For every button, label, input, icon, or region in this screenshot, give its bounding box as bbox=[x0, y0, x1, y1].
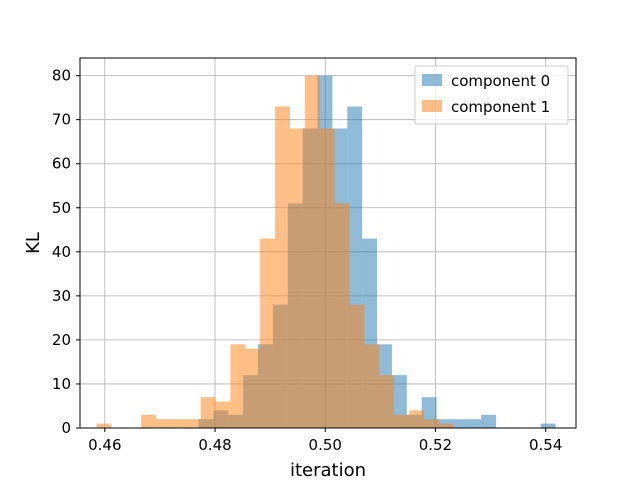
y-axis-label: KL bbox=[23, 232, 44, 254]
legend-swatch bbox=[422, 74, 442, 86]
bar-series-1 bbox=[334, 203, 350, 428]
bar-series-1 bbox=[200, 397, 216, 428]
y-tick-label: 70 bbox=[52, 111, 71, 129]
legend-swatch bbox=[422, 100, 442, 112]
bar-series-1 bbox=[156, 419, 171, 428]
bar-series-0 bbox=[540, 423, 556, 428]
bar-series-1 bbox=[141, 414, 157, 428]
bar-series-1 bbox=[275, 106, 290, 428]
legend-label: component 0 bbox=[451, 72, 550, 90]
x-axis-label: iteration bbox=[290, 460, 366, 480]
y-tick-label: 10 bbox=[52, 375, 71, 393]
y-tick-label: 60 bbox=[52, 155, 71, 173]
bar-series-1 bbox=[215, 401, 231, 428]
x-tick-label: 0.50 bbox=[309, 436, 342, 454]
bar-series-1 bbox=[96, 423, 112, 428]
x-tick-label: 0.52 bbox=[419, 436, 452, 454]
legend-label: component 1 bbox=[451, 98, 550, 116]
bar-series-1 bbox=[260, 238, 276, 428]
bar-series-1 bbox=[245, 348, 261, 428]
legend-box bbox=[414, 65, 569, 125]
bar-series-1 bbox=[409, 410, 424, 428]
x-tick-label: 0.48 bbox=[198, 436, 231, 454]
y-tick-label: 20 bbox=[52, 331, 71, 349]
bar-series-1 bbox=[364, 344, 380, 428]
y-tick-label: 0 bbox=[61, 419, 71, 437]
bar-series-1 bbox=[304, 75, 320, 428]
bar-series-0 bbox=[451, 419, 467, 428]
bar-series-0 bbox=[466, 419, 482, 428]
bar-series-1 bbox=[423, 419, 439, 428]
histogram-bars bbox=[96, 75, 556, 428]
y-tick-label: 80 bbox=[52, 67, 71, 85]
bar-series-1 bbox=[438, 423, 454, 428]
bar-series-1 bbox=[379, 375, 395, 428]
bar-series-0 bbox=[481, 414, 497, 428]
y-tick-label: 30 bbox=[52, 287, 71, 305]
bar-series-1 bbox=[170, 419, 186, 428]
x-ticks: 0.46 0.48 0.50 0.52 0.54 bbox=[88, 428, 562, 454]
bar-series-1 bbox=[319, 128, 335, 428]
axes-frame bbox=[79, 57, 577, 429]
bar-series-1 bbox=[349, 304, 365, 428]
x-tick-label: 0.54 bbox=[529, 436, 562, 454]
bar-series-1 bbox=[230, 344, 246, 428]
y-tick-label: 50 bbox=[52, 199, 71, 217]
y-ticks: 0 10 20 30 40 50 60 70 80 bbox=[52, 67, 80, 437]
legend: component 0 component 1 bbox=[414, 65, 569, 125]
x-tick-label: 0.46 bbox=[88, 436, 121, 454]
bar-series-1 bbox=[185, 419, 201, 428]
bar-series-1 bbox=[289, 128, 305, 428]
bar-series-1 bbox=[394, 414, 410, 428]
y-tick-label: 40 bbox=[52, 243, 71, 261]
